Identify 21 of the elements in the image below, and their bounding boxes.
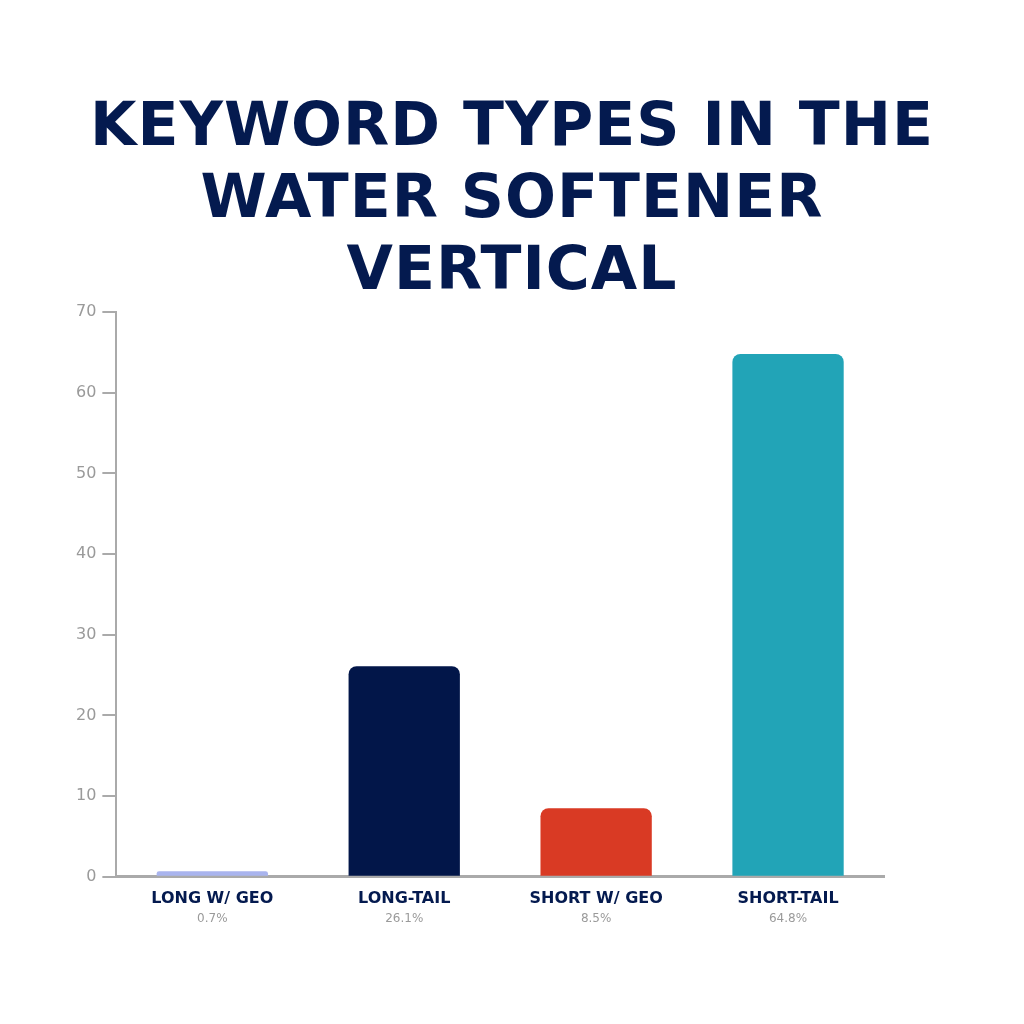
data-label: 64.8% bbox=[768, 910, 808, 925]
bar bbox=[348, 666, 460, 876]
y-tick-label: 30 bbox=[76, 623, 97, 643]
y-tick-label: 40 bbox=[76, 543, 97, 563]
bar bbox=[156, 871, 268, 876]
y-tick-label: 10 bbox=[76, 785, 97, 805]
x-tick-label: SHORT-TAIL bbox=[737, 887, 839, 907]
bar bbox=[732, 353, 844, 876]
x-tick-label: SHORT W/ GEO bbox=[529, 887, 663, 907]
y-tick-label: 70 bbox=[76, 301, 97, 321]
y-tick-label: 0 bbox=[86, 865, 97, 885]
data-label: 26.1% bbox=[385, 910, 424, 925]
y-tick-label: 20 bbox=[76, 704, 97, 724]
chart-title: KEYWORD TYPES IN THE WATER SOFTENER VERTICAL bbox=[89, 89, 934, 303]
x-tick-label: LONG W/ GEO bbox=[151, 887, 274, 907]
y-tick-label: 50 bbox=[76, 462, 97, 482]
data-label: 8.5% bbox=[580, 910, 612, 925]
bar bbox=[540, 808, 652, 876]
x-tick-label: LONG-TAIL bbox=[358, 887, 451, 907]
y-tick-label: 60 bbox=[76, 381, 97, 401]
data-label: 0.7% bbox=[197, 910, 228, 925]
